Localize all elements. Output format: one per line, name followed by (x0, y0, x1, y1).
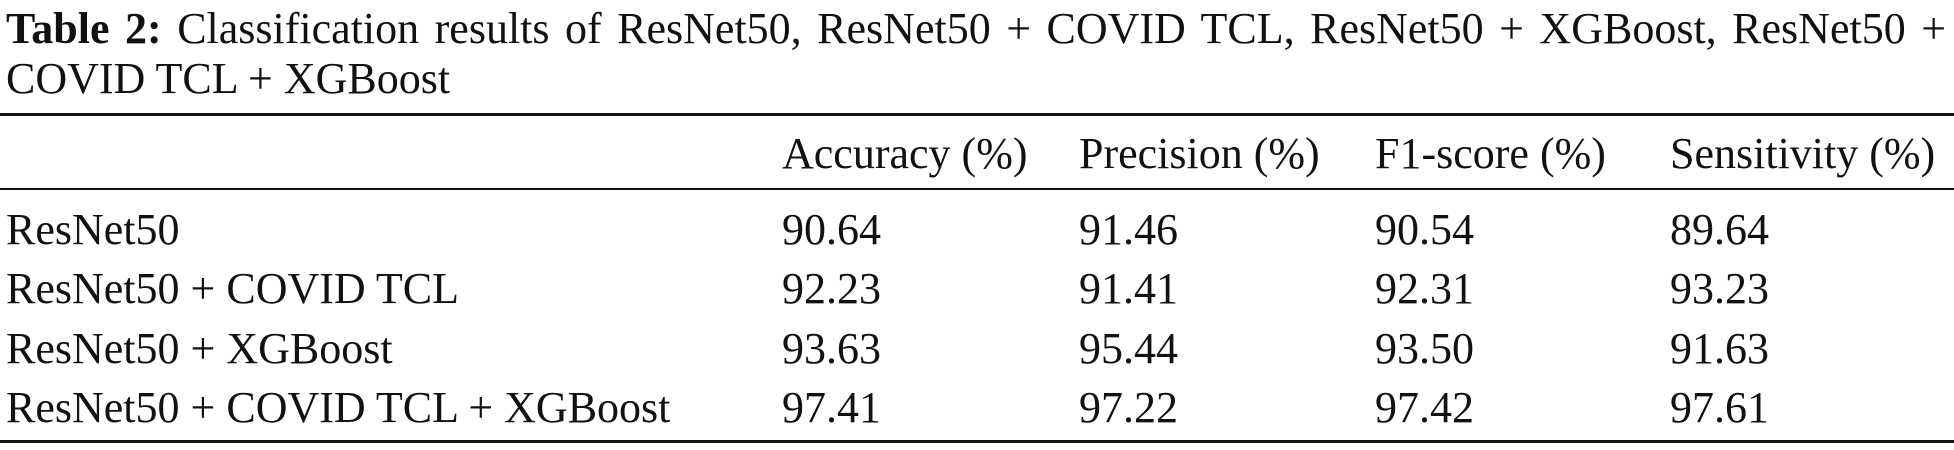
table-cell: 97.41 (782, 383, 881, 432)
row-label: ResNet50 + COVID TCL (6, 264, 459, 313)
table-cell: 91.46 (1079, 205, 1178, 254)
table-cell: 93.63 (782, 324, 881, 373)
table-cell: 95.44 (1079, 324, 1178, 373)
bottom-rule (0, 440, 1954, 443)
header-rule (0, 188, 1954, 190)
table-cell: 91.41 (1079, 264, 1178, 313)
caption-text: Classification results of ResNet50, ResN… (6, 4, 1947, 103)
table-cell: 90.64 (782, 205, 881, 254)
table-cell: 90.54 (1375, 205, 1474, 254)
table-cell: 97.22 (1079, 383, 1178, 432)
table-cell: 97.61 (1670, 383, 1769, 432)
column-header: Accuracy (%) (782, 129, 1028, 178)
table-cell: 93.23 (1670, 264, 1769, 313)
row-label: ResNet50 + COVID TCL + XGBoost (6, 383, 671, 432)
column-header: Precision (%) (1079, 129, 1320, 178)
row-label: ResNet50 + XGBoost (6, 324, 393, 373)
table-cell: 89.64 (1670, 205, 1769, 254)
table-cell: 93.50 (1375, 324, 1474, 373)
table-cell: 91.63 (1670, 324, 1769, 373)
table-caption: Table 2: Classification results of ResNe… (6, 4, 1946, 104)
column-header: Sensitivity (%) (1670, 129, 1936, 178)
caption-label: Table 2: (6, 4, 162, 53)
table-cell: 97.42 (1375, 383, 1474, 432)
row-label: ResNet50 (6, 205, 180, 254)
column-header: F1-score (%) (1375, 129, 1606, 178)
top-rule (0, 113, 1954, 116)
table-cell: 92.31 (1375, 264, 1474, 313)
table-cell: 92.23 (782, 264, 881, 313)
